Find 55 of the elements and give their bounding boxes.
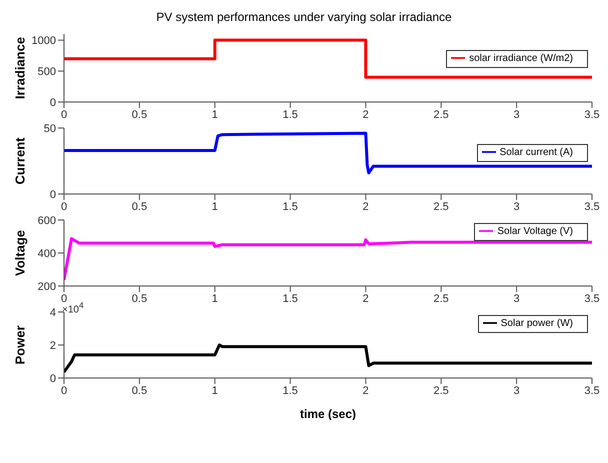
x-tick-label: 2.5 bbox=[433, 200, 449, 213]
legend-label: solar irradiance (W/m2) bbox=[469, 53, 573, 64]
y-tick-label: 4 bbox=[50, 306, 56, 319]
line-series bbox=[64, 132, 592, 174]
x-tick-label: 2.5 bbox=[433, 292, 449, 305]
chart-title: PV system performances under varying solar irradiance bbox=[155, 10, 453, 24]
x-tick-label: 1 bbox=[212, 384, 218, 397]
x-tick-label: 2.5 bbox=[433, 108, 449, 121]
x-tick-label: 3 bbox=[514, 384, 520, 397]
x-tick-label: 1 bbox=[212, 292, 218, 305]
y-tick-label: 0 bbox=[50, 188, 56, 201]
x-tick-label: 3.5 bbox=[584, 200, 600, 213]
y-tick-label: 600 bbox=[38, 214, 56, 227]
x-tick-label: 2 bbox=[362, 108, 369, 121]
x-tick-label: 1.5 bbox=[282, 108, 298, 121]
x-tick-label: 3.5 bbox=[584, 292, 600, 305]
x-tick-label: 0.5 bbox=[132, 384, 148, 397]
legend-label: Solar current (A) bbox=[500, 147, 573, 158]
y-tick-label: 200 bbox=[38, 280, 56, 293]
x-tick-label: 1 bbox=[212, 108, 218, 121]
x-tick-label: 0.5 bbox=[132, 200, 148, 213]
x-tick-label: 0 bbox=[60, 292, 68, 305]
x-tick-label: 2 bbox=[362, 200, 369, 213]
x-tick-label: 2.5 bbox=[433, 384, 449, 397]
y-tick-label: 400 bbox=[38, 248, 56, 260]
line-series bbox=[64, 344, 592, 374]
x-tick-label: 0.5 bbox=[132, 108, 148, 121]
x-tick-label: 0 bbox=[60, 108, 68, 121]
x-tick-label: 0 bbox=[60, 200, 68, 213]
x-tick-label: 3.5 bbox=[584, 108, 600, 121]
x-tick-label: 1.5 bbox=[282, 200, 298, 213]
x-tick-label: 0.5 bbox=[132, 292, 148, 305]
x-tick-label: 3 bbox=[514, 200, 520, 213]
y-tick-label: 50 bbox=[44, 122, 56, 135]
y-tick-label: 1000 bbox=[32, 35, 56, 48]
y-tick-label: 0 bbox=[50, 96, 56, 109]
y-axis-title: Voltage bbox=[12, 230, 28, 276]
y-axis-title: Power bbox=[12, 325, 28, 365]
x-tick-label: 1 bbox=[212, 200, 218, 213]
y-axis-title: Irradiance bbox=[12, 36, 28, 100]
legend-label: Solar power (W) bbox=[500, 318, 573, 329]
line-series bbox=[64, 237, 592, 282]
y-axis-title: Current bbox=[12, 136, 28, 184]
x-tick-label: 1.5 bbox=[282, 384, 298, 397]
y-tick-label: 2 bbox=[50, 340, 56, 352]
x-tick-label: 3 bbox=[514, 108, 520, 121]
x-tick-label: 0 bbox=[60, 384, 68, 397]
y-tick-label: 0 bbox=[50, 372, 56, 385]
x-tick-label: 1.5 bbox=[282, 292, 298, 305]
x-tick-label: 3.5 bbox=[584, 384, 600, 397]
y-tick-label: 500 bbox=[38, 66, 56, 78]
x-tick-label: 3 bbox=[514, 292, 520, 305]
legend-label: Solar Voltage (V) bbox=[497, 226, 573, 237]
x-tick-label: 2 bbox=[362, 384, 369, 397]
x-tick-label: 2 bbox=[362, 292, 369, 305]
